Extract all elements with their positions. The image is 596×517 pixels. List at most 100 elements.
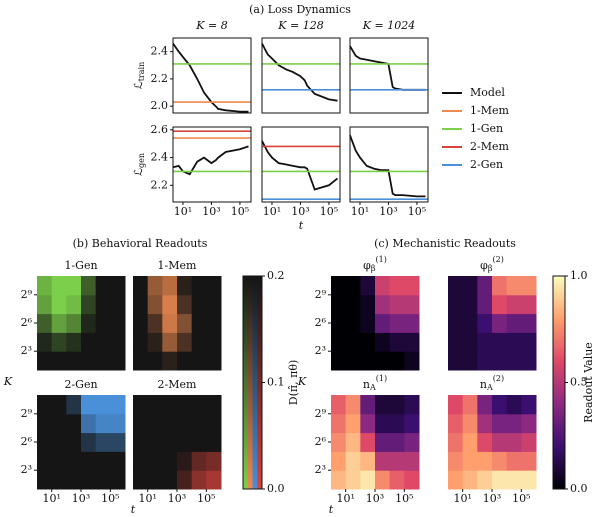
heatmap-cell <box>521 413 537 434</box>
heatmap-cell <box>66 451 82 471</box>
heatmap-cell <box>66 432 82 452</box>
heatmap-cell <box>206 294 222 315</box>
heatmap-cell <box>51 294 67 315</box>
heatmap-cell <box>206 432 222 452</box>
heatmap-cell <box>191 294 207 315</box>
heatmap-cell <box>477 470 493 490</box>
heatmap-cell <box>477 276 493 296</box>
panel-title: (c) Mechanistic Readouts <box>374 237 516 250</box>
heatmap-cell <box>133 413 149 434</box>
plot-frame <box>349 126 429 203</box>
heatmap-cell <box>191 451 207 471</box>
heatmap-cell <box>81 313 97 333</box>
heatmap-cell <box>506 395 522 415</box>
heatmap-cell <box>506 413 522 434</box>
heatmap-cell <box>191 332 207 352</box>
heatmap-cell <box>331 294 347 315</box>
heatmap-cell <box>360 395 376 415</box>
heatmap-cell <box>95 451 111 471</box>
heatmap-cell <box>37 432 53 452</box>
x-tick-label: 10⁵ <box>197 492 215 505</box>
heatmap-cell <box>133 432 149 452</box>
heatmap-cell <box>506 451 522 471</box>
y-tick-label: 2.4 <box>151 45 169 58</box>
heatmap-cell <box>360 413 376 434</box>
plot-frame <box>261 37 341 114</box>
heatmap-cell <box>506 332 522 352</box>
heatmap-cell <box>506 351 522 371</box>
heatmap-cell <box>389 470 405 490</box>
heatmap-cell <box>331 313 347 333</box>
heatmap-cell <box>81 332 97 352</box>
x-tick-label: 10¹ <box>351 205 369 218</box>
chart-title-sup: (2) <box>493 374 504 383</box>
chart-title: φβ(1) <box>363 255 387 273</box>
y-tick-label: 2⁶ <box>315 316 327 329</box>
plot-frame <box>349 37 429 114</box>
heatmap-cell <box>331 432 347 452</box>
model-line <box>349 45 426 91</box>
heatmap-cell <box>177 413 193 434</box>
heatmap-cell <box>177 395 193 415</box>
heatmap-cell <box>404 470 420 490</box>
heatmap-cell <box>147 294 163 315</box>
heatmap-cell <box>147 276 163 296</box>
heatmap-cell <box>462 413 478 434</box>
heatmap-cell <box>162 470 178 490</box>
heatmap-cell <box>81 470 97 490</box>
heatmap-cell <box>404 332 420 352</box>
heatmap-cell <box>147 313 163 333</box>
heatmap-cell <box>345 313 361 333</box>
heatmap-cell <box>375 451 391 471</box>
chart-title-sub: β <box>488 264 493 273</box>
heatmap-cell <box>177 276 193 296</box>
heatmap-cell <box>375 276 391 296</box>
heatmap-cell <box>66 294 82 315</box>
heatmap-cell <box>477 351 493 371</box>
model-line <box>172 42 249 113</box>
heatmap-cell <box>345 332 361 352</box>
plot-frame <box>261 126 341 203</box>
heatmap-cell <box>133 351 149 371</box>
heatmap-cell <box>404 294 420 315</box>
heatmap-cell <box>133 470 149 490</box>
heatmap-cell <box>177 432 193 452</box>
heatmap-cell <box>521 451 537 471</box>
heatmap-cell <box>66 351 82 371</box>
heatmap-cell <box>206 413 222 434</box>
panel-title: (b) Behavioral Readouts <box>73 237 208 250</box>
heatmap-cell <box>448 294 464 315</box>
heatmap-cell <box>521 351 537 371</box>
heatmap-cell <box>37 294 53 315</box>
heatmap-cell <box>345 470 361 490</box>
legend-label: 1-Mem <box>470 104 509 117</box>
y-tick-label: 2⁶ <box>21 316 33 329</box>
heatmap-cell <box>448 451 464 471</box>
heatmap-cell <box>448 470 464 490</box>
x-axis-label: t <box>299 219 304 232</box>
heatmap-cell <box>110 413 126 434</box>
heatmap-cell <box>162 351 178 371</box>
heatmap-cell <box>331 470 347 490</box>
heatmap-cell <box>462 276 478 296</box>
chart-title: nA(2) <box>480 374 504 392</box>
heatmap-cell <box>492 413 508 434</box>
heatmap-cell <box>95 470 111 490</box>
heatmap-cell <box>506 276 522 296</box>
heatmap-cell <box>95 413 111 434</box>
heatmap-cell <box>147 332 163 352</box>
heatmap-cell <box>477 313 493 333</box>
heatmap-cell <box>51 351 67 371</box>
heatmap-cell <box>66 332 82 352</box>
x-tick-label: 10³ <box>366 492 384 505</box>
x-tick-label: 10⁵ <box>395 492 413 505</box>
heatmap-cell <box>506 432 522 452</box>
heatmap-cell <box>521 432 537 452</box>
heatmap-cell <box>110 332 126 352</box>
heatmap-cell <box>51 313 67 333</box>
x-tick-label: 10¹ <box>138 492 156 505</box>
heatmap-cell <box>477 451 493 471</box>
chart-title-symbol: n <box>480 378 487 391</box>
x-tick-label: 10³ <box>168 492 186 505</box>
heatmap-cell <box>191 395 207 415</box>
